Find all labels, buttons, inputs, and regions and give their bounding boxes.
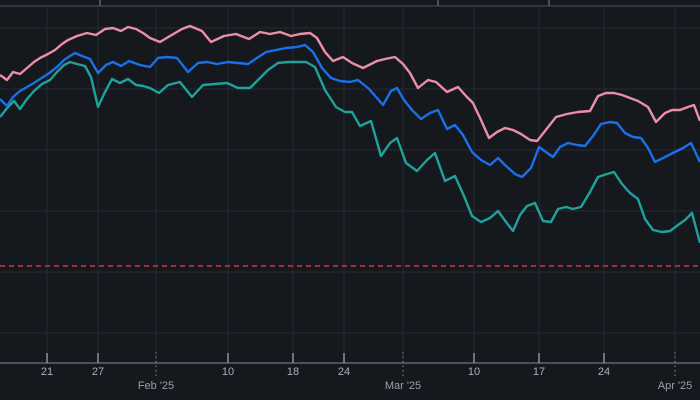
x-month-label: Apr '25 [658,380,693,392]
series-teal-line [0,60,700,244]
x-tick-label: 10 [222,366,234,378]
x-tick-label: 24 [338,366,350,378]
x-tick-label: 21 [41,366,53,378]
x-month-label: Mar '25 [385,380,421,392]
series-pink-line [0,24,700,143]
x-tick-label: 10 [468,366,480,378]
x-tick-label: 18 [287,366,299,378]
x-tick-label: 17 [533,366,545,378]
x-tick-label: 24 [598,366,610,378]
x-tick-label: 27 [92,366,104,378]
x-month-label: Feb '25 [138,380,174,392]
series-blue-line [0,43,700,179]
